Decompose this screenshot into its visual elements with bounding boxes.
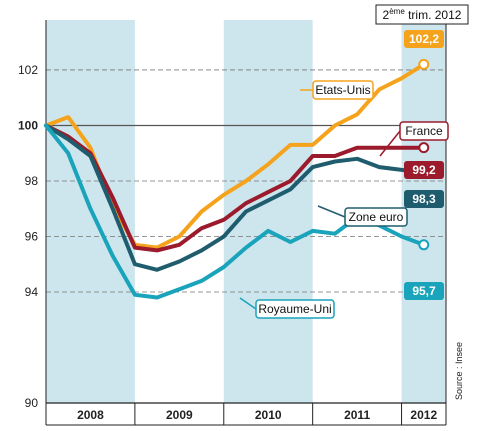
end-value-label: 98,3 xyxy=(412,192,436,206)
band-2012 xyxy=(401,20,446,403)
y-tick-label: 96 xyxy=(25,229,39,243)
series-name-box xyxy=(255,299,335,319)
period-label: 2ème trim. 2012 xyxy=(383,7,462,22)
end-point-Etats-Unis xyxy=(418,58,430,70)
y-tick-label: 90 xyxy=(25,396,39,410)
x-tick-label: 2009 xyxy=(166,408,193,422)
x-tick-label: 2012 xyxy=(410,408,437,422)
series-line-France xyxy=(44,123,426,253)
chart-texts: 90 94 96 98 100 102 2008 2009 2010 2011 2012 2ème t… xyxy=(18,4,469,422)
end-value-badge xyxy=(404,161,444,179)
series-name-label: France xyxy=(405,124,443,138)
x-tick-label: 2011 xyxy=(344,408,370,422)
series-name-label: Zone euro xyxy=(349,210,404,224)
end-point-France xyxy=(418,142,430,154)
series-name-label: Royaume-Uni xyxy=(258,302,331,316)
series-name-box xyxy=(312,80,374,100)
series-name-box xyxy=(399,121,449,141)
axes xyxy=(45,20,447,426)
band-2010 xyxy=(223,20,313,403)
end-value-badge xyxy=(404,282,444,300)
series-line-Zone euro xyxy=(44,123,426,272)
y-tick-label: 94 xyxy=(25,285,39,299)
end-value-label: 95,7 xyxy=(412,284,436,298)
end-value-label: 99,2 xyxy=(412,163,436,177)
end-value-badge xyxy=(404,190,444,208)
y-tick-label: 102 xyxy=(18,63,38,77)
x-tick-label: 2008 xyxy=(77,408,104,422)
series-name-box xyxy=(344,207,408,227)
period-box xyxy=(375,4,469,25)
end-value-badge xyxy=(404,30,444,48)
y-tick-label: 98 xyxy=(25,174,39,188)
callout-leader xyxy=(317,205,346,218)
callout-leader xyxy=(379,130,401,157)
source-label: Source : Insee xyxy=(454,342,464,400)
end-point-Royaume-Uni xyxy=(418,239,430,251)
end-value-label: 102,2 xyxy=(409,32,439,46)
x-tick-label: 2010 xyxy=(255,408,282,422)
series-name-label: Etats-Unis xyxy=(315,83,370,97)
series-labels: Etats-Unis France Zone euro Royaume-Uni 102,… xyxy=(239,30,449,319)
callout-leader xyxy=(239,297,257,310)
y-tick-label: 100 xyxy=(18,118,38,132)
